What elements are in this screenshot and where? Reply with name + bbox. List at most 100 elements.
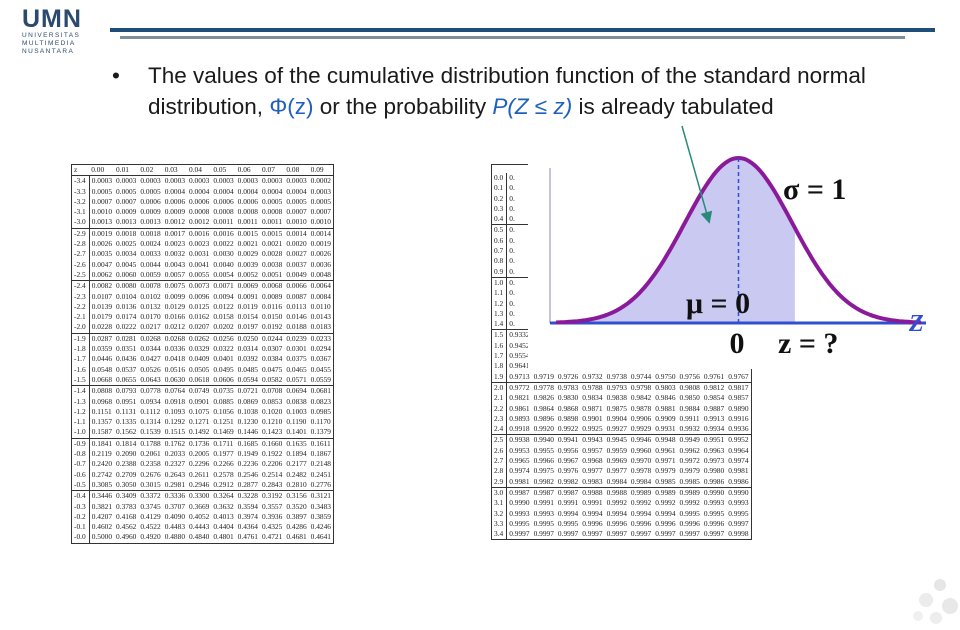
probability-cell: 0.9966 bbox=[533, 456, 554, 466]
probability-cell: 0.0630 bbox=[162, 374, 188, 387]
probability-cell: 0.9993 bbox=[728, 498, 749, 508]
probability-cell: 0.0008 bbox=[213, 207, 234, 217]
probability-cell: 0.9995 bbox=[533, 518, 554, 528]
probability-cell: 0.9986 bbox=[726, 476, 752, 488]
probability-cell: 0.0010 bbox=[284, 217, 309, 229]
z-value-cell: -1.4 bbox=[71, 385, 90, 397]
table-row: -1.9 0.0287 0.0281 0.0268 0.0268 0.0262 0.0256… bbox=[71, 333, 334, 345]
probability-cell: 0.2005 bbox=[189, 449, 210, 459]
probability-cell: 0.2358 bbox=[140, 459, 161, 469]
probability-cell: 0.9943 bbox=[582, 435, 603, 445]
probability-cell: 0.9960 bbox=[630, 445, 652, 455]
probability-cell: 0.9941 bbox=[557, 435, 579, 445]
table-row: 2.7 0.9965 0.9966 0.9967 0.9968 0.9969 0.9970 0… bbox=[491, 456, 752, 467]
probability-cell: 0.0030 bbox=[213, 249, 234, 259]
probability-cell: 0.4090 bbox=[164, 511, 186, 521]
probability-cell: 0.9918 bbox=[506, 424, 532, 436]
probability-cell: 0.9963 bbox=[703, 445, 725, 455]
probability-cell: 0.0003 bbox=[286, 176, 307, 186]
probability-cell: 0.9884 bbox=[679, 403, 700, 413]
probability-cell: 0.0655 bbox=[114, 374, 139, 387]
z-value-cell: -2.8 bbox=[71, 239, 90, 250]
probability-cell: 0.0012 bbox=[187, 217, 212, 229]
probability-cell: 0.1711 bbox=[213, 438, 234, 448]
probability-cell: 0. bbox=[509, 235, 515, 245]
probability-cell: 0.0212 bbox=[162, 322, 188, 334]
z-value-cell: -2.5 bbox=[71, 269, 90, 282]
table-row: 3.4 0.9997 0.9997 0.9997 0.9997 0.9997 0.9997 0… bbox=[491, 529, 752, 540]
column-header: 0.09 bbox=[308, 164, 334, 177]
probability-cell: 0.9997 bbox=[557, 529, 579, 539]
logo-sub-line-1: UNIVERSITAS bbox=[22, 32, 81, 39]
probability-cell: 0.9854 bbox=[703, 393, 725, 403]
probability-cell: 0.1075 bbox=[189, 406, 210, 416]
probability-cell: 0.0475 bbox=[262, 364, 283, 374]
z-axis-label: Z bbox=[908, 311, 924, 337]
bullet-text-part1: The values of the cumulative distributio… bbox=[148, 63, 866, 119]
probability-cell: 0.0023 bbox=[164, 239, 186, 249]
z-value-cell: -1.2 bbox=[71, 406, 90, 418]
probability-cell: 0.9997 bbox=[728, 518, 749, 528]
probability-cell: 0.4013 bbox=[213, 511, 234, 521]
probability-cell: 0.0054 bbox=[211, 269, 236, 282]
probability-cell: 0.9996 bbox=[606, 518, 627, 528]
probability-cell: 0.2546 bbox=[237, 469, 258, 479]
probability-cell: 0.9997 bbox=[582, 529, 603, 539]
probability-cell: 0.9997 bbox=[533, 529, 554, 539]
table-row: 2.0 0.9772 0.9778 0.9783 0.9788 0.9793 0.9798 0… bbox=[491, 382, 752, 394]
probability-cell: 0.0150 bbox=[262, 312, 283, 322]
probability-cell: 0.9916 bbox=[728, 413, 749, 423]
column-header: 0.04 bbox=[187, 164, 212, 177]
table-row: 3.3 0.9995 0.9995 0.9995 0.9996 0.9996 0.9996 0… bbox=[491, 518, 752, 530]
probability-cell: 0.9927 bbox=[604, 424, 629, 436]
probability-cell: 0.0049 bbox=[284, 269, 309, 282]
table-row: 1.2 0. bbox=[491, 298, 752, 309]
z-value-cell: -0.4 bbox=[71, 490, 90, 502]
probability-cell: 0.0188 bbox=[284, 322, 309, 334]
table-row: -0.3 0.3821 0.3783 0.3745 0.3707 0.3669 0.3632… bbox=[71, 501, 334, 512]
umn-logo: UMN UNIVERSITAS MULTIMEDIA NUSANTARA bbox=[22, 6, 82, 56]
probability-cell: 0.9981 bbox=[728, 466, 749, 476]
probability-cell: 0.0009 bbox=[116, 207, 137, 217]
probability-cell: 0.3156 bbox=[286, 491, 307, 501]
probability-cell: 0.0004 bbox=[237, 186, 258, 196]
table-row: -0.7 0.2420 0.2388 0.2358 0.2327 0.2296 0.2266… bbox=[71, 459, 334, 470]
probability-cell: 0.0033 bbox=[140, 249, 161, 259]
probability-cell: 0.9956 bbox=[557, 445, 579, 455]
probability-cell: 0.0028 bbox=[262, 249, 283, 259]
bullet-point: • The values of the cumulative distribut… bbox=[112, 60, 922, 122]
z-value-cell: 0.6 bbox=[491, 235, 508, 247]
probability-cell: 0.4404 bbox=[213, 522, 234, 532]
probability-cell: 0.9996 bbox=[703, 518, 725, 528]
probability-cell: 0.0307 bbox=[262, 344, 283, 354]
table-row: -2.8 0.0026 0.0025 0.0024 0.0023 0.0023 0.0022… bbox=[71, 239, 334, 250]
probability-cell: 0.0013 bbox=[89, 217, 115, 229]
probability-cell: 0.0495 bbox=[213, 364, 234, 374]
table-row: 2.9 0.9981 0.9982 0.9982 0.9983 0.9984 0.9984 0… bbox=[491, 476, 752, 488]
probability-cell: 0.9938 bbox=[509, 435, 530, 445]
probability-cell: 0.2514 bbox=[262, 469, 283, 479]
probability-cell: 0.4286 bbox=[286, 522, 307, 532]
z-value-cell: 1.5 bbox=[491, 329, 508, 341]
probability-cell: 0.9913 bbox=[703, 413, 725, 423]
probability-cell: 0.0020 bbox=[286, 239, 307, 249]
probability-cell: 0.0026 bbox=[310, 249, 331, 259]
probability-cell: 0.0015 bbox=[262, 228, 283, 238]
probability-cell: 0.1190 bbox=[286, 417, 307, 427]
probability-cell: 0.0003 bbox=[310, 186, 331, 196]
probability-cell: 0.1587 bbox=[89, 427, 115, 439]
z-value-cell: -2.4 bbox=[71, 280, 90, 292]
probability-cell: 0.0003 bbox=[262, 176, 283, 186]
probability-cell: 0.4681 bbox=[286, 532, 307, 542]
probability-cell: 0.0023 bbox=[189, 239, 210, 249]
probability-cell: 0.0022 bbox=[213, 239, 234, 249]
probability-cell: 0.9992 bbox=[679, 498, 700, 508]
probability-cell: 0.9996 bbox=[679, 518, 700, 528]
probability-cell: 0.0485 bbox=[237, 364, 258, 374]
table-row: 2.6 0.9953 0.9955 0.9956 0.9957 0.9959 0.9960 0… bbox=[491, 445, 752, 457]
probability-cell: 0.0099 bbox=[164, 291, 186, 301]
probability-cell: 0.0778 bbox=[140, 386, 161, 396]
z-value-cell: -1.3 bbox=[71, 396, 90, 407]
probability-cell: 0.9846 bbox=[655, 393, 676, 403]
probability-cell: 0.3483 bbox=[310, 501, 331, 511]
